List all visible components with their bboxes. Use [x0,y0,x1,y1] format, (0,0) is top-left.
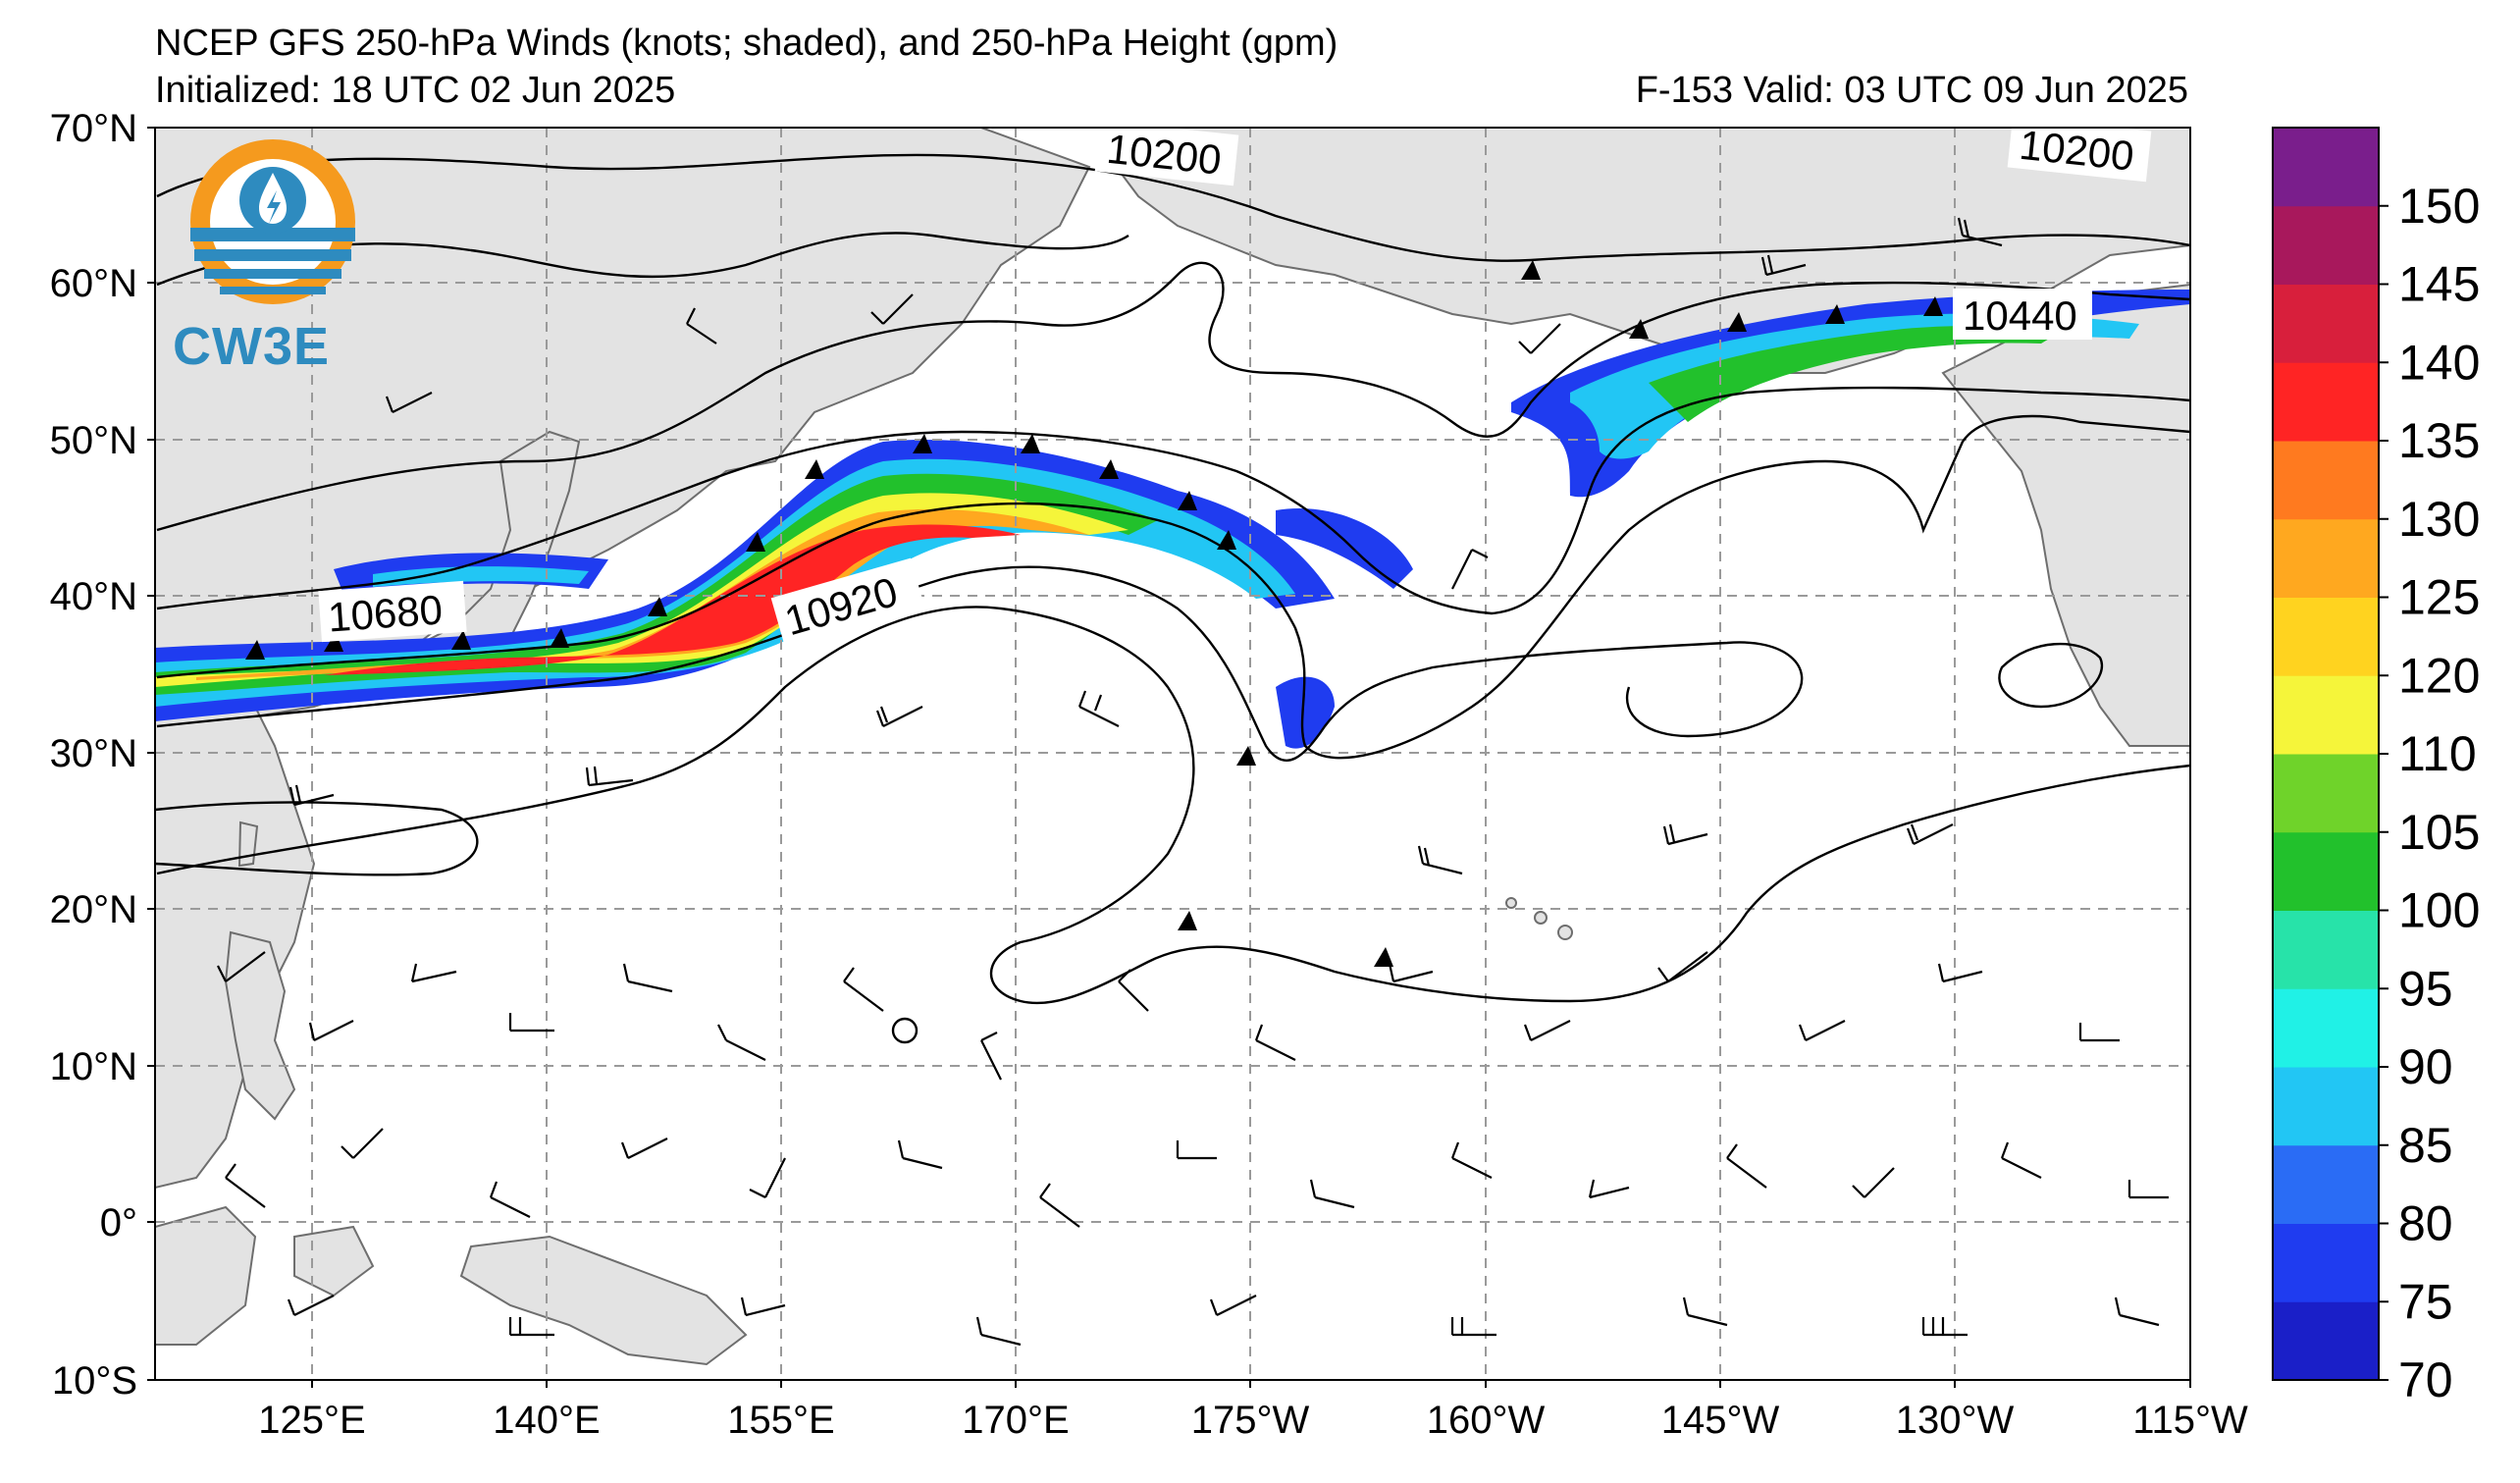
colorbar-swatch [2273,1301,2379,1381]
lat-label-30n: 30°N [50,732,137,775]
lat-label-60n: 60°N [50,262,137,305]
colorbar-label: 135 [2398,413,2480,468]
colorbar-label: 140 [2398,335,2480,390]
wind-pennants [245,260,2061,967]
lon-label-175w: 175°W [1191,1399,1310,1442]
colorbar-label: 95 [2398,961,2453,1016]
lat-label-0: 0° [100,1201,137,1245]
lat-label-40n: 40°N [50,575,137,618]
axis-ticks [147,127,2191,1388]
valid-time: F-153 Valid: 03 UTC 09 Jun 2025 [1635,70,2188,111]
colorbar-swatch [2273,754,2379,833]
lon-label-115w: 115°W [2132,1399,2248,1442]
contour-label-10440: 10440 [1963,292,2077,339]
colorbar-label: 90 [2398,1039,2453,1094]
colorbar-label: 110 [2398,726,2477,781]
colorbar-label: 80 [2398,1196,2453,1251]
lat-label-50n: 50°N [50,419,137,462]
jet-shading [155,290,2190,749]
colorbar-label: 75 [2398,1274,2453,1329]
lat-label-10n: 10°N [50,1045,137,1088]
colorbar-swatch [2273,910,2379,989]
lat-label-10s: 10°S [52,1359,137,1403]
colorbar-label: 100 [2398,883,2480,938]
colorbar-swatch [2273,675,2379,755]
cw3e-logo [190,139,355,304]
colorbar-label: 125 [2398,570,2480,625]
colorbar-swatch [2273,128,2379,207]
contour-label-10680: 10680 [327,587,445,641]
lat-labels: 70°N 60°N 50°N 40°N 30°N 20°N 10°N 0° 10… [50,107,137,1403]
colorbar-swatch [2273,284,2379,363]
lon-label-140e: 140°E [493,1399,600,1442]
logo-text: CW3E [173,317,331,376]
contour-labels: 10200 10200 10440 10680 10920 [318,128,2152,648]
lat-label-20n: 20°N [50,888,137,931]
lon-labels: 125°E 140°E 155°E 170°E 175°W 160°W 145°… [258,1399,2248,1442]
colorbar-swatch [2273,1144,2379,1224]
colorbar-label: 85 [2398,1118,2453,1173]
colorbar-label: 105 [2398,805,2480,860]
wind-barbs [217,217,2169,1347]
colorbar-label: 145 [2398,257,2480,312]
colorbar-swatch [2273,1223,2379,1302]
height-contours [155,153,2190,1044]
map-title: NCEP GFS 250-hPa Winds (knots; shaded), … [155,23,1339,64]
lon-label-155e: 155°E [727,1399,834,1442]
colorbar: 70 75 80 85 90 95 100 105 110 120 125 130 135 140 145 1… [2272,127,2480,1407]
colorbar-swatch [2273,988,2379,1068]
colorbar-swatch [2273,597,2379,676]
colorbar-swatch [2273,362,2379,442]
colorbar-label: 120 [2398,648,2480,703]
colorbar-swatch [2273,205,2379,285]
lon-label-170e: 170°E [962,1399,1069,1442]
lon-label-145w: 145°W [1661,1399,1780,1442]
colorbar-swatch [2273,831,2379,911]
lat-label-70n: 70°N [50,107,137,150]
map-layers: 10200 10200 10440 10680 10920 [155,128,2190,1380]
colorbar-label: 70 [2398,1352,2453,1407]
lon-label-125e: 125°E [258,1399,365,1442]
colorbar-swatch [2273,441,2379,520]
colorbar-label: 130 [2398,492,2480,547]
init-time: Initialized: 18 UTC 02 Jun 2025 [155,70,676,111]
colorbar-swatch [2273,1067,2379,1146]
colorbar-swatch [2273,518,2379,598]
lon-label-130w: 130°W [1896,1399,2015,1442]
lat-lon-grid [155,128,2190,1380]
lon-label-160w: 160°W [1427,1399,1546,1442]
colorbar-label: 150 [2398,179,2480,234]
